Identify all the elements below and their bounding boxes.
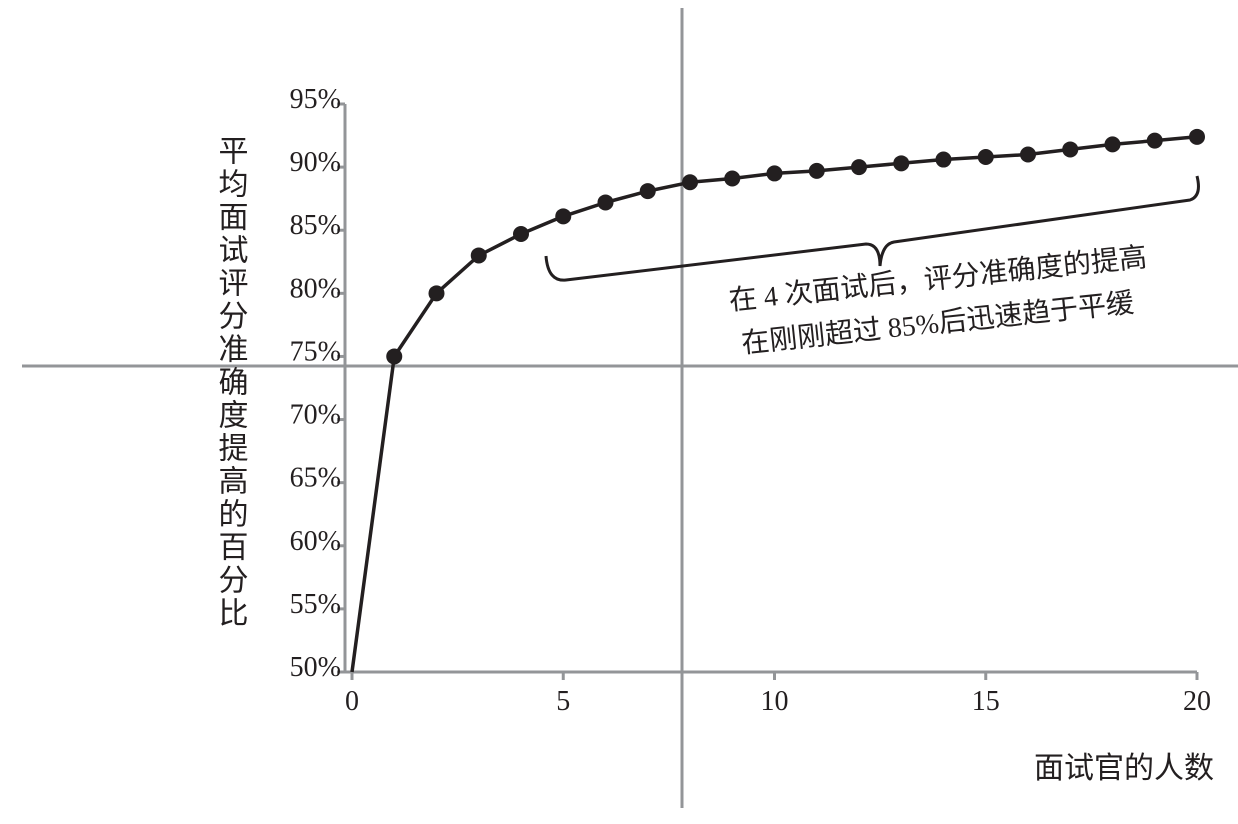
data-point [1104,136,1121,153]
data-point [766,165,783,182]
y-tick-label: 75% [290,336,341,367]
data-point [808,162,825,179]
y-tick-label: 65% [290,463,341,494]
y-tick-label: 90% [290,147,341,178]
x-tick-label: 0 [345,686,359,717]
data-point [1020,146,1036,163]
data-point [1062,141,1079,158]
data-point [428,285,445,302]
y-tick-label: 50% [290,652,341,683]
x-tick-label: 15 [972,686,1000,717]
data-point [513,226,529,243]
y-tick-label: 85% [290,210,341,241]
data-point [1189,128,1205,145]
data-point [386,348,403,365]
data-point [682,174,698,191]
y-tick-label: 55% [290,589,341,620]
data-point [470,247,487,264]
y-tick-label: 60% [290,526,341,557]
y-axis-label: 平均面试评分准确度提高的百分比 [214,135,249,630]
y-tick-label: 70% [290,400,341,431]
brace [544,175,1200,282]
x-tick-label: 10 [761,686,789,717]
data-point [555,208,572,225]
data-point [1146,132,1163,149]
data-point [597,194,614,211]
data-point [851,159,867,176]
x-tick-label: 5 [556,686,570,717]
data-point [724,170,741,187]
x-axis-label: 面试官的人数 [1034,752,1214,785]
y-tick-label: 95% [290,84,341,115]
annotation: 在 4 次面试后，评分准确度的提高 在刚刚超过 85%后迅速趋于平缓 [727,241,1148,360]
data-point [977,149,994,166]
data-point [893,155,910,172]
data-point [935,151,952,168]
y-tick-label: 80% [290,273,341,304]
data-point [639,183,656,200]
x-tick-label: 20 [1183,686,1211,717]
